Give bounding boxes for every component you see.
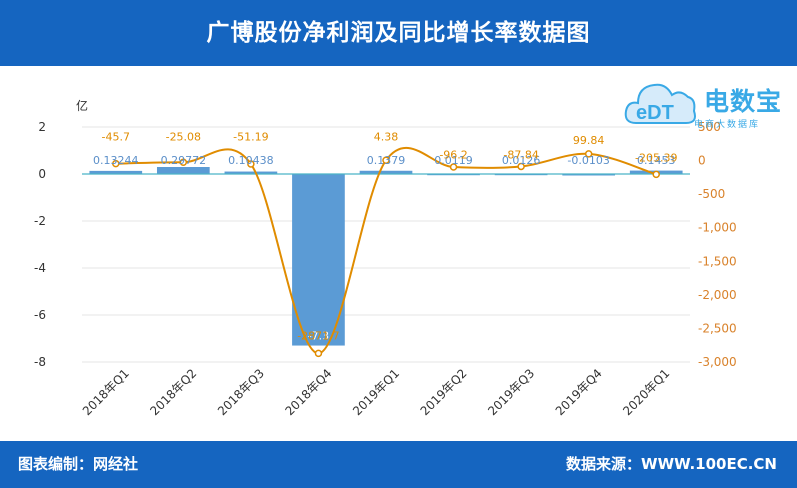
logo-mark-text: eDT	[636, 102, 674, 124]
y-tick-label: 2	[38, 120, 46, 134]
x-tick-label: 2019年Q1	[350, 366, 402, 418]
bar-data-label: -0.0103	[567, 154, 609, 167]
footer-source: 数据来源：WWW.100EC.CN	[566, 455, 777, 473]
y-tick-label: -2	[34, 214, 46, 228]
y2-tick-label: -1,500	[698, 254, 737, 268]
x-tick-label: 2018年Q4	[283, 366, 335, 418]
growth-point	[382, 156, 390, 165]
bar-data-label: -7.3	[308, 330, 329, 343]
bar-data-label: 0.0119	[434, 154, 473, 167]
y2-tick-label: 0	[698, 154, 706, 168]
y-axis-title: 亿	[76, 98, 88, 113]
line-data-label: -2871.7	[297, 329, 339, 342]
header-bar: 广博股份净利润及同比增长率数据图	[0, 0, 797, 66]
y-tick-label: 0	[38, 167, 46, 181]
bar	[224, 171, 278, 174]
watermark-logo: eDT 电数宝 电商大数据库	[622, 73, 792, 135]
bar-data-label: 0.1453	[637, 154, 676, 167]
y-tick-label: -6	[34, 308, 46, 322]
growth-line	[115, 146, 657, 355]
y2-tick-label: -2,500	[698, 321, 737, 335]
line-data-label: 99.84	[573, 134, 605, 147]
bar	[292, 174, 345, 346]
logo-name: 电数宝	[704, 87, 783, 116]
logo-subtitle: 电商大数据库	[694, 120, 761, 130]
bar-data-label: 0.10438	[228, 154, 274, 167]
x-tick-label: 2019年Q2	[418, 366, 470, 418]
x-tick-label: 2020年Q1	[620, 366, 672, 418]
line-data-label: -51.19	[233, 131, 268, 144]
y2-tick-label: -3,000	[698, 355, 737, 369]
chart: 亿 2 0 -2 -4 -6 -8 500 0 -500 -1,000 -1,500 -2,000 -2,…	[34, 98, 737, 418]
x-tick-label: 2018年Q3	[215, 366, 267, 418]
growth-point	[584, 150, 593, 158]
y2-tick-label: -2,000	[698, 288, 737, 302]
growth-point	[449, 163, 458, 171]
x-tick-label: 2019年Q3	[485, 366, 537, 418]
bar-data-label: 0.1379	[367, 154, 406, 167]
bar	[89, 170, 143, 174]
line-data-label: -25.08	[166, 131, 201, 144]
growth-point	[179, 158, 188, 167]
bar	[562, 174, 616, 176]
growth-point	[112, 159, 120, 168]
bar	[156, 167, 210, 174]
x-tick-label: 2018年Q1	[80, 366, 132, 418]
bar-data-label: 0.13244	[93, 154, 139, 167]
cloud-logo-icon: eDT	[624, 83, 696, 124]
growth-point	[314, 349, 323, 358]
y2-tick-label: -1,000	[698, 221, 737, 235]
bar	[359, 170, 413, 174]
y-tick-label: -4	[34, 261, 46, 275]
line-data-label: -205.39	[635, 152, 677, 165]
line-data-label: 4.38	[374, 131, 399, 144]
line-data-label: -96.2	[439, 149, 467, 162]
line-data-label: -45.7	[102, 131, 130, 144]
y2-tick-label: -500	[698, 187, 725, 201]
footer-credit: 图表编制：网经社	[18, 455, 139, 473]
growth-point	[247, 160, 255, 168]
bar-data-label: 0.0126	[502, 154, 541, 167]
y2-tick-label: 500	[698, 120, 721, 134]
x-tick-label: 2018年Q2	[147, 366, 199, 418]
y-tick-label: -8	[34, 355, 46, 369]
line-data-label: -87.84	[503, 149, 538, 162]
growth-point	[517, 162, 525, 171]
page-title: 广博股份净利润及同比增长率数据图	[206, 20, 591, 46]
footer-bar: 图表编制：网经社 数据来源：WWW.100EC.CN	[0, 441, 797, 488]
x-tick-label: 2019年Q4	[553, 366, 605, 418]
bar-data-label: 0.29772	[161, 154, 207, 167]
growth-point	[652, 170, 660, 179]
